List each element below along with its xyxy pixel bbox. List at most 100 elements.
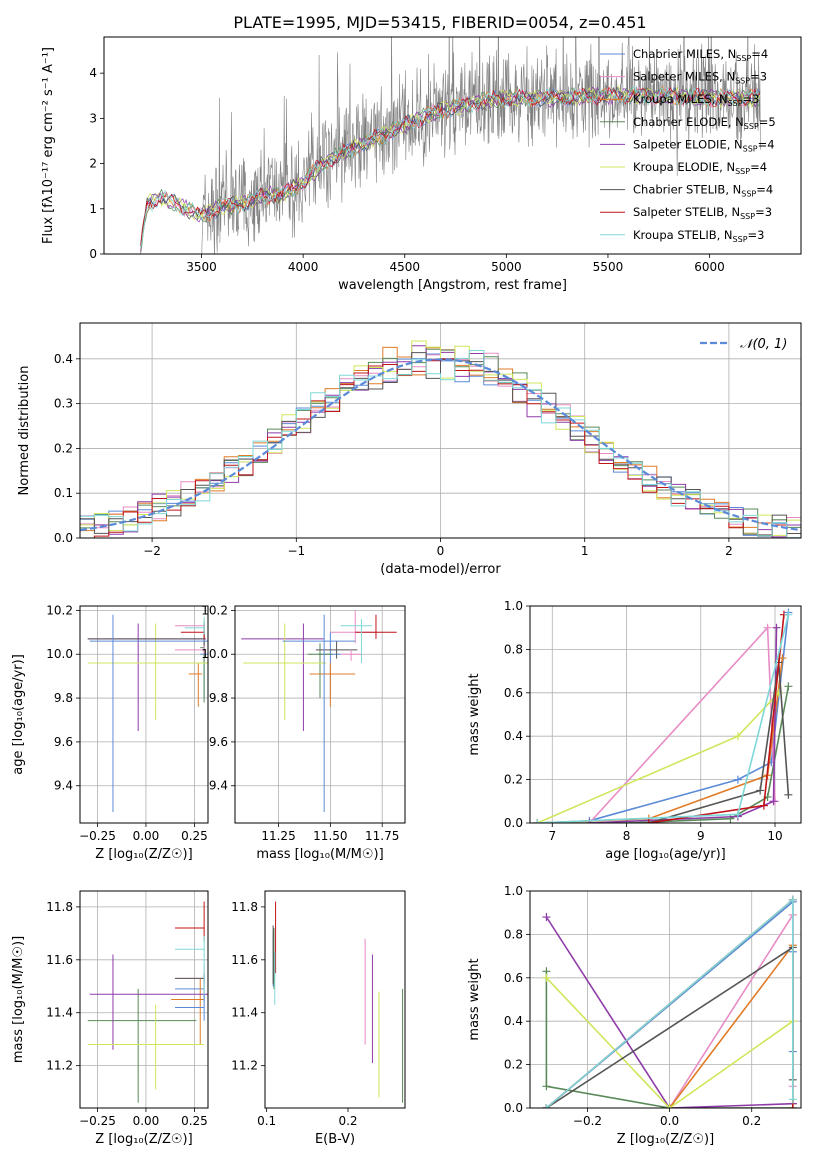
y-tick-label: 11.4 bbox=[46, 1006, 73, 1020]
error-bar-point bbox=[282, 614, 356, 813]
error-bar-point bbox=[309, 662, 356, 707]
mass-weight-series bbox=[537, 692, 780, 823]
x-axis-label: Z [log₁₀(Z/Z☉)] bbox=[95, 847, 192, 862]
mass-weight-marker bbox=[733, 810, 742, 819]
mass-weight-marker bbox=[772, 623, 781, 632]
error-bar-point bbox=[87, 988, 197, 1103]
y-tick-label: 10.2 bbox=[201, 603, 228, 617]
y-tick-label: 11.4 bbox=[231, 1006, 258, 1020]
mass-weight-marker bbox=[733, 775, 742, 784]
error-bar-point bbox=[87, 1004, 205, 1090]
legend-entry: Chabrier STELIB, NSSP=4 bbox=[633, 183, 773, 199]
error-bar-point bbox=[317, 632, 341, 699]
y-tick-label: 0.1 bbox=[54, 486, 73, 500]
plot-area bbox=[140, 37, 761, 254]
y-tick-label: 0.3 bbox=[54, 397, 73, 411]
y-tick-label: 1 bbox=[89, 202, 97, 216]
error-bar-point bbox=[200, 621, 205, 703]
mass-weight-series bbox=[648, 662, 790, 823]
x-tick-label: 0.25 bbox=[181, 829, 208, 843]
mass-weight-marker bbox=[784, 790, 793, 799]
x-tick-label: 8 bbox=[623, 829, 631, 843]
error-bar-point bbox=[89, 954, 208, 1050]
error-bar-point bbox=[87, 623, 207, 731]
mass-weight-series bbox=[648, 614, 785, 823]
x-tick-label: 4500 bbox=[389, 260, 420, 274]
mass-weight-series bbox=[668, 912, 794, 1108]
error-bar-point bbox=[188, 662, 203, 707]
mass-weight-marker bbox=[542, 913, 551, 922]
y-tick-label: 3 bbox=[89, 111, 97, 125]
legend-entry: Salpeter MILES, NSSP=3 bbox=[633, 70, 767, 86]
gaussian-curve bbox=[80, 358, 801, 532]
x-tick-label: 10 bbox=[767, 829, 782, 843]
x-tick-label: 0.2 bbox=[742, 1114, 761, 1128]
error-bar-point bbox=[175, 935, 205, 1003]
mass-weight-marker bbox=[542, 973, 551, 982]
legend-entry: Kroupa ELODIE, NSSP=4 bbox=[633, 160, 767, 176]
mass-weight-marker bbox=[542, 1082, 551, 1091]
legend-entry: Salpeter STELIB, NSSP=3 bbox=[633, 205, 772, 221]
x-tick-label: 11.50 bbox=[313, 829, 347, 843]
y-tick-label: 10.0 bbox=[46, 647, 73, 661]
mass-weight-marker bbox=[784, 610, 793, 619]
axes-frame bbox=[103, 36, 802, 255]
x-tick-label: 4000 bbox=[288, 260, 319, 274]
y-tick-label: 0.8 bbox=[504, 927, 523, 941]
mass-weight-series bbox=[668, 942, 794, 1108]
x-axis-label: mass [log₁₀(M/M☉)] bbox=[256, 847, 383, 862]
legend-entry: Kroupa MILES, NSSP=3 bbox=[633, 92, 759, 108]
plot-area bbox=[272, 901, 404, 1103]
mass-weight-marker bbox=[542, 1104, 551, 1108]
error-bar-point bbox=[171, 978, 205, 1045]
y-tick-label: 0.6 bbox=[504, 686, 523, 700]
plot-area bbox=[87, 901, 208, 1103]
plot-area bbox=[80, 340, 801, 538]
y-tick-label: 11.8 bbox=[231, 900, 258, 914]
mass-weight-marker bbox=[763, 623, 772, 632]
mass-weight-marker bbox=[784, 682, 793, 691]
axes-frame bbox=[79, 322, 802, 539]
mass-weight-marker bbox=[788, 1095, 797, 1104]
legend-entry: Salpeter ELODIE, NSSP=4 bbox=[633, 137, 775, 153]
plot-area bbox=[87, 614, 208, 813]
x-tick-label: 0.00 bbox=[133, 1114, 160, 1128]
y-tick-label: 0.0 bbox=[54, 531, 73, 545]
y-tick-label: 0.6 bbox=[504, 971, 523, 985]
y-tick-label: 0.2 bbox=[504, 773, 523, 787]
error-bar-point bbox=[307, 643, 333, 699]
y-tick-label: 11.2 bbox=[46, 1059, 73, 1073]
x-tick-label: 0.0 bbox=[660, 1114, 679, 1128]
y-tick-label: 0.4 bbox=[504, 1014, 523, 1028]
mass-weight-marker bbox=[788, 895, 797, 904]
y-tick-label: 0.8 bbox=[504, 642, 523, 656]
plot-area bbox=[542, 895, 797, 1108]
figure-title: PLATE=1995, MJD=53415, FIBERID=0054, z=0… bbox=[233, 13, 646, 32]
x-tick-label: 0.00 bbox=[133, 829, 160, 843]
mass-weight-series bbox=[589, 627, 778, 823]
y-axis-label: Flux [fλ10⁻¹⁷ erg cm⁻² s⁻¹ A⁻¹] bbox=[41, 47, 56, 244]
x-axis-label: Z [log₁₀(Z/Z☉)] bbox=[617, 1132, 714, 1147]
y-tick-label: 0.0 bbox=[504, 816, 523, 830]
x-tick-label: 11.25 bbox=[261, 829, 295, 843]
error-bar-point bbox=[175, 901, 205, 942]
x-tick-label: −2 bbox=[143, 544, 161, 558]
x-tick-label: −1 bbox=[287, 544, 305, 558]
legend-entry: Kroupa STELIB, NSSP=3 bbox=[633, 228, 764, 244]
x-tick-label: 11.75 bbox=[365, 829, 399, 843]
x-tick-label: 0 bbox=[437, 544, 445, 558]
axes-frame bbox=[79, 890, 209, 1109]
axes-frame bbox=[79, 605, 209, 824]
y-tick-label: 1.0 bbox=[504, 599, 523, 613]
y-tick-label: 9.4 bbox=[209, 779, 228, 793]
x-tick-label: 0.25 bbox=[181, 1114, 208, 1128]
plot-area bbox=[533, 608, 793, 823]
y-tick-label: 11.8 bbox=[46, 900, 73, 914]
x-axis-label: wavelength [Angstrom, rest frame] bbox=[338, 278, 567, 293]
y-tick-label: 4 bbox=[89, 66, 97, 80]
x-tick-label: 7 bbox=[548, 829, 556, 843]
mass-weight-marker bbox=[644, 819, 653, 823]
x-axis-label: (data-model)/error bbox=[380, 562, 501, 577]
y-tick-label: 0.4 bbox=[504, 729, 523, 743]
